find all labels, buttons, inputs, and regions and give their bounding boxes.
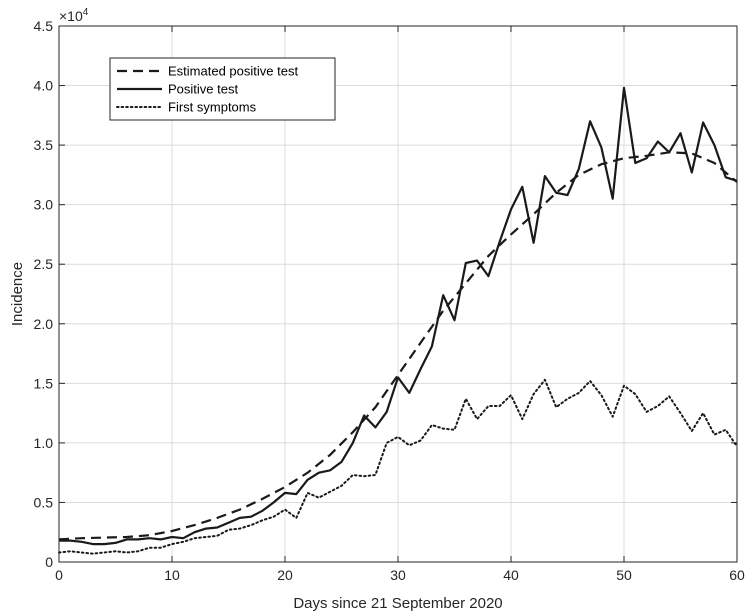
y-tick-label: 4.5 <box>34 18 54 34</box>
y-tick-label: 4.0 <box>34 78 54 94</box>
y-exponent-label: ×104 <box>59 7 89 24</box>
series-line-dotted <box>58 378 738 555</box>
y-tick-label: 3.5 <box>34 137 54 153</box>
legend-items: Estimated positive test Positive test Firs… <box>116 64 298 115</box>
legend-label: Positive test <box>168 82 238 97</box>
y-exponent-base: ×10 <box>59 8 83 24</box>
x-tick-labels: 0 10 20 30 40 50 60 <box>55 567 745 583</box>
y-tick-label: 0 <box>45 554 53 570</box>
x-tick-label: 50 <box>616 567 632 583</box>
series-line-dashed <box>58 151 738 541</box>
series-layer <box>58 86 738 555</box>
x-tick-label: 20 <box>277 567 293 583</box>
x-tick-label: 60 <box>729 567 745 583</box>
y-tick-label: 2.5 <box>34 256 54 272</box>
y-tick-label: 1.0 <box>34 435 54 451</box>
legend-label: Estimated positive test <box>168 64 298 79</box>
y-tick-label: 2.0 <box>34 316 54 332</box>
x-tick-label: 30 <box>390 567 406 583</box>
x-tick-label: 40 <box>503 567 519 583</box>
y-exponent-power: 4 <box>83 7 89 18</box>
x-tick-label: 0 <box>55 567 63 583</box>
y-tick-label: 3.0 <box>34 197 54 213</box>
x-tick-label: 10 <box>164 567 180 583</box>
y-tick-label: 1.5 <box>34 375 54 391</box>
y-tick-label: 0.5 <box>34 494 54 510</box>
y-tick-labels: 0 0.5 1.0 1.5 2.0 2.5 3.0 3.5 4.0 4.5 <box>34 18 54 570</box>
y-axis-label: Incidence <box>9 262 26 326</box>
series-line-solid <box>59 86 738 546</box>
x-axis-label: Days since 21 September 2020 <box>293 595 502 612</box>
axis-ticks <box>58 25 738 563</box>
legend: Estimated positive test Positive test Firs… <box>109 57 336 121</box>
legend-label: First symptoms <box>168 100 257 115</box>
